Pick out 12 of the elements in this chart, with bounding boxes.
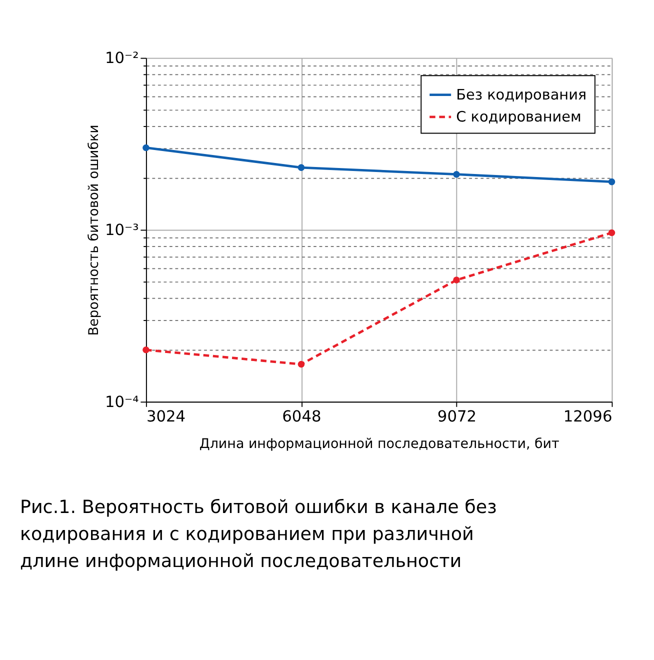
text: Рис.1. Вероятность битовой ошибки в канале без кодирования и с кодированием при различной длине информационной последовательности <box>20 497 497 572</box>
y-tick-label: 10⁻⁴ <box>104 392 139 411</box>
y-tick-label: 10⁻³ <box>104 221 139 240</box>
x-axis-title: Длина информационной последовательности, бит <box>199 437 560 452</box>
legend-label: Без кодирования <box>456 88 587 104</box>
x-tick-label: 3024 <box>146 407 186 426</box>
legend-label: С кодированием <box>456 110 582 126</box>
y-axis-title: Вероятность битовой ошибки <box>87 124 102 336</box>
x-tick-label: 6048 <box>282 407 322 426</box>
y-tick-label: 10⁻² <box>104 49 139 68</box>
x-tick-label: 9072 <box>437 407 477 426</box>
x-tick-label: 12096 <box>563 407 612 426</box>
